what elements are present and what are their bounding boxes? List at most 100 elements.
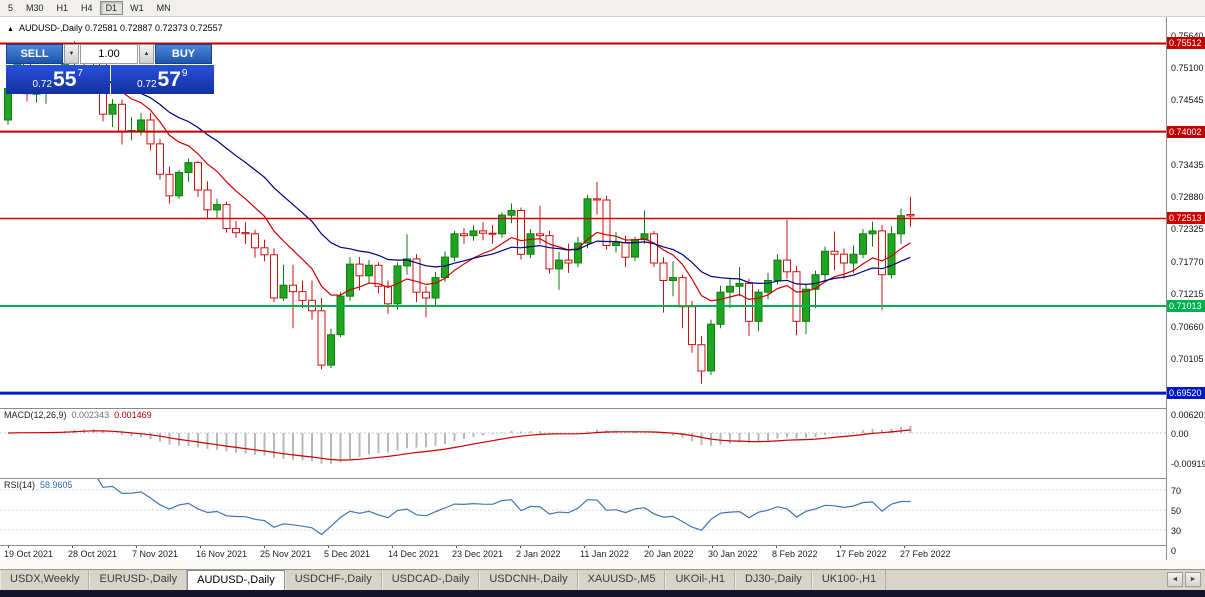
candle xyxy=(374,262,383,294)
candle xyxy=(460,228,468,244)
date-tick xyxy=(840,545,841,548)
date-tick xyxy=(904,545,905,548)
candle xyxy=(555,251,563,290)
timeframe-button-h4[interactable]: H4 xyxy=(75,1,99,15)
rsi-axis-label: 0 xyxy=(1171,546,1177,556)
price-axis-label: 0.71770 xyxy=(1171,256,1204,267)
price-badge-0.71013: 0.71013 xyxy=(1167,299,1205,312)
chart-tab-xauusd-m5[interactable]: XAUUSD-,M5 xyxy=(577,570,666,590)
sell-price-point: 7 xyxy=(77,68,83,79)
tab-scroll-right-icon[interactable]: ► xyxy=(1185,572,1201,587)
candle xyxy=(203,181,212,220)
rsi-name: RSI(14) xyxy=(4,480,36,490)
candle xyxy=(783,219,791,279)
macd-signal-value: 0.001469 xyxy=(114,410,152,420)
chart-tab-usdcnh-daily[interactable]: USDCNH-,Daily xyxy=(479,570,578,590)
candle xyxy=(355,257,364,291)
chart-tab-ukoil-h1[interactable]: UKOil-,H1 xyxy=(665,570,735,590)
candle xyxy=(773,254,782,285)
candle xyxy=(650,230,658,268)
date-tick xyxy=(584,545,585,548)
chart-tab-bar: USDX,Weekly EURUSD-,Daily AUDUSD-,Daily USD… xyxy=(0,569,1205,590)
date-tick xyxy=(72,545,73,548)
candle xyxy=(678,274,687,329)
sell-price-display[interactable]: 0.72 55 7 xyxy=(6,65,110,94)
rsi-panel-divider[interactable] xyxy=(0,478,1205,479)
candle xyxy=(184,158,193,182)
price-badge-0.69520: 0.69520 xyxy=(1167,387,1205,400)
bottom-strip xyxy=(0,560,1205,569)
chart-tab-usdx-weekly[interactable]: USDX,Weekly xyxy=(0,570,90,590)
buy-price-display[interactable]: 0.72 57 9 xyxy=(110,65,214,94)
date-label: 7 Nov 2021 xyxy=(132,549,179,559)
macd-axis-label: 0.00 xyxy=(1171,429,1189,439)
candle xyxy=(108,99,117,127)
candle xyxy=(735,267,744,297)
timeframe-button-d1[interactable]: D1 xyxy=(99,1,124,15)
chart-tab-eurusd-daily[interactable]: EURUSD-,Daily xyxy=(89,570,188,590)
date-label: 23 Dec 2021 xyxy=(452,549,504,559)
chart-tab-dj30-daily[interactable]: DJ30-,Daily xyxy=(734,570,812,590)
timeframe-toolbar: 5 M30 H1 H4 D1 W1 MN xyxy=(0,0,1205,17)
candle xyxy=(156,138,164,180)
price-axis[interactable]: 0.75640 0.75100 0.74545 0.73435 0.72880 0.723… xyxy=(1166,17,1205,560)
candle xyxy=(821,246,829,282)
candle xyxy=(754,289,763,332)
buy-price-point: 9 xyxy=(181,68,188,79)
macd-main-value: 0.002343 xyxy=(71,410,110,420)
timeframe-button-mn[interactable]: MN xyxy=(151,1,177,15)
price-badge-0.74002: 0.74002 xyxy=(1167,125,1205,138)
candle xyxy=(222,201,231,233)
candle xyxy=(536,205,544,244)
timeframe-button-w1[interactable]: W1 xyxy=(124,1,150,15)
volume-decrease-icon[interactable]: ▼ xyxy=(64,44,79,64)
collapse-panel-icon[interactable]: ▲ xyxy=(7,26,14,33)
candle xyxy=(289,264,297,329)
volume-increase-icon[interactable]: ▲ xyxy=(139,44,154,64)
timeframe-button-h1[interactable]: H1 xyxy=(51,1,75,15)
candle xyxy=(393,262,402,310)
rsi-canvas[interactable] xyxy=(0,478,1166,545)
candle xyxy=(175,169,183,199)
date-tick xyxy=(456,545,457,548)
ohlc-values: 0.72581 0.72887 0.72373 0.72557 xyxy=(84,23,223,33)
date-label: 28 Oct 2021 xyxy=(68,549,118,559)
date-axis-divider xyxy=(0,545,1205,546)
sell-button[interactable]: SELL xyxy=(6,44,63,64)
chart-tab-audusd-daily[interactable]: AUDUSD-,Daily xyxy=(187,570,285,590)
date-axis[interactable]: 19 Oct 2021 28 Oct 2021 7 Nov 2021 16 Nov 2… xyxy=(0,545,1166,560)
date-tick xyxy=(776,545,777,548)
candle xyxy=(849,245,858,273)
macd-panel-divider[interactable] xyxy=(0,408,1205,409)
date-tick xyxy=(328,545,329,548)
rsi-axis-label: 70 xyxy=(1171,486,1182,496)
candle xyxy=(526,229,535,259)
chart-tab-uk100-h1[interactable]: UK100-,H1 xyxy=(811,570,887,590)
price-axis-label: 0.74545 xyxy=(1171,94,1204,105)
price-axis-label: 0.75640 xyxy=(1171,31,1204,41)
macd-axis-label: -0.00919 xyxy=(1171,459,1205,470)
price-chart-canvas[interactable] xyxy=(0,17,1166,408)
date-label: 16 Nov 2021 xyxy=(196,549,248,559)
price-axis-label: 0.70660 xyxy=(1171,321,1204,332)
date-label: 14 Dec 2021 xyxy=(388,549,440,559)
volume-input[interactable] xyxy=(80,44,138,64)
candle xyxy=(897,208,905,244)
candle xyxy=(612,232,620,253)
macd-name: MACD(12,26,9) xyxy=(4,410,67,420)
candle xyxy=(593,181,601,215)
date-tick xyxy=(648,545,649,548)
buy-button[interactable]: BUY xyxy=(155,44,212,64)
macd-canvas[interactable] xyxy=(0,408,1166,478)
date-label: 8 Feb 2022 xyxy=(772,549,818,559)
chart-tab-usdcad-daily[interactable]: USDCAD-,Daily xyxy=(381,570,480,590)
candle xyxy=(384,280,392,314)
macd-signal-line xyxy=(7,429,911,461)
candle xyxy=(669,261,677,297)
timeframe-button-5[interactable]: 5 xyxy=(2,1,19,15)
tab-scroll-left-icon[interactable]: ◄ xyxy=(1167,572,1183,587)
chart-tab-usdchf-daily[interactable]: USDCHF-,Daily xyxy=(284,570,382,590)
candle xyxy=(498,212,506,238)
timeframe-button-m30[interactable]: M30 xyxy=(20,1,50,15)
